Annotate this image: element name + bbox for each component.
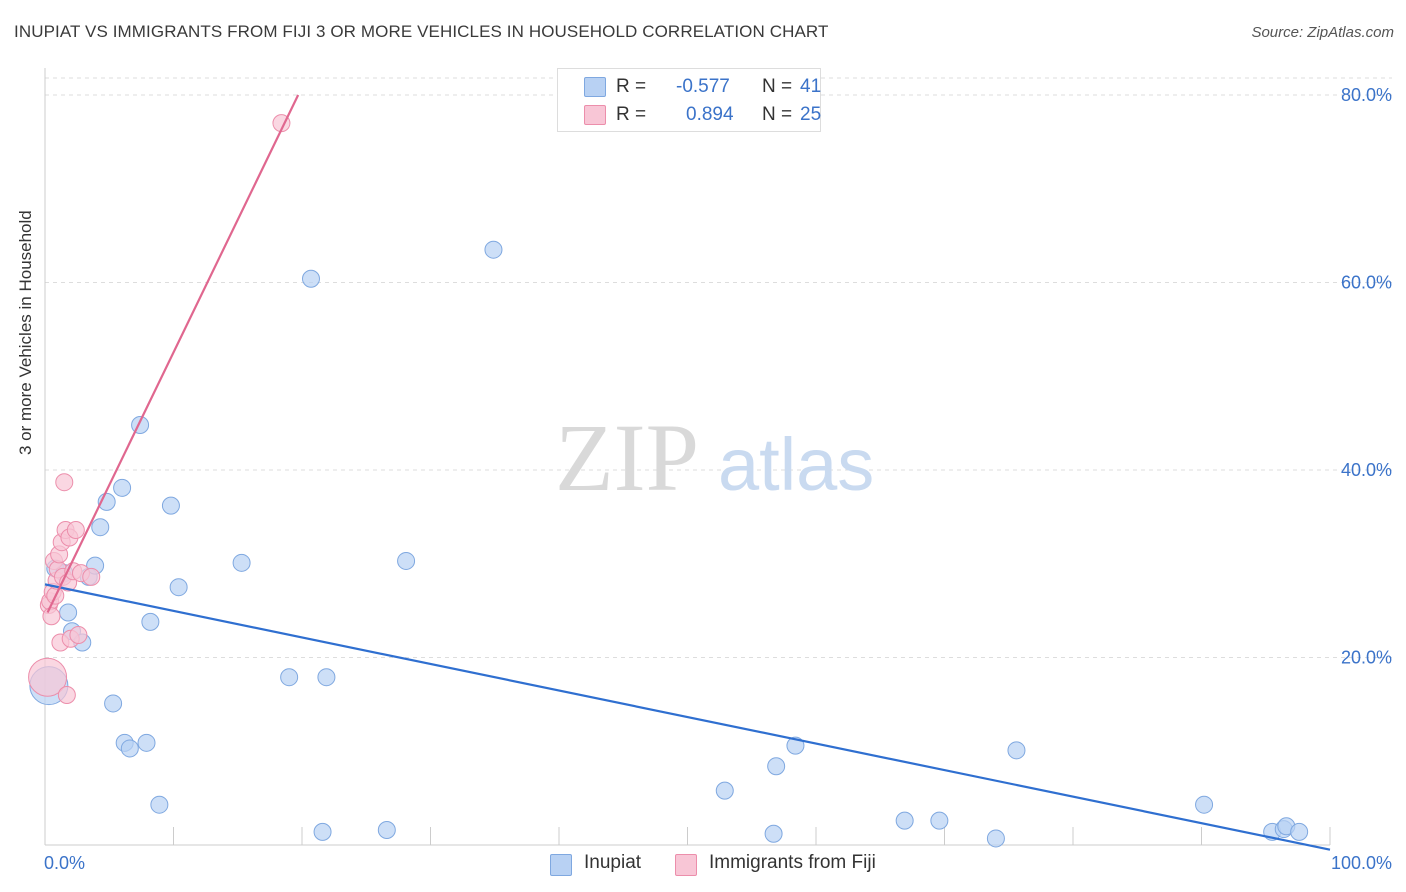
point-inupiat xyxy=(786,736,805,755)
point-fiji xyxy=(42,607,61,626)
point-inupiat xyxy=(232,553,251,572)
point-inupiat xyxy=(120,739,139,758)
point-fiji xyxy=(82,567,101,586)
x-tick-label-min: 0.0% xyxy=(44,853,85,873)
source-credit: Source: ZipAtlas.com xyxy=(1251,24,1394,41)
point-fiji xyxy=(28,657,68,697)
point-fiji xyxy=(57,686,76,704)
point-fiji xyxy=(69,626,88,644)
r-label: R = xyxy=(616,76,647,97)
legend-label: Inupiat xyxy=(584,852,642,873)
legend-swatch-fiji xyxy=(675,854,697,876)
tick-labels: 20.0% 40.0% 60.0% 80.0% 0.0% 100.0% xyxy=(44,85,1392,873)
point-inupiat xyxy=(930,811,949,830)
point-fiji xyxy=(55,473,74,492)
point-inupiat xyxy=(317,668,336,687)
r-value: 0.894 xyxy=(686,104,734,125)
point-inupiat xyxy=(137,733,156,752)
y-tick-label: 20.0% xyxy=(1341,648,1392,668)
point-inupiat xyxy=(1195,795,1214,814)
legend-swatch-inupiat xyxy=(550,854,572,876)
y-tick-label: 40.0% xyxy=(1341,460,1392,480)
point-inupiat xyxy=(301,269,320,288)
point-inupiat xyxy=(91,518,110,537)
stats-swatch-fiji xyxy=(584,105,606,125)
point-inupiat xyxy=(986,829,1005,848)
x-tick-label-max: 100.0% xyxy=(1331,853,1392,873)
r-label: R = xyxy=(616,104,647,125)
point-inupiat xyxy=(397,551,416,570)
point-inupiat xyxy=(150,795,169,814)
stats-swatch-inupiat xyxy=(584,77,606,97)
r-value: -0.577 xyxy=(676,76,730,97)
point-inupiat xyxy=(767,757,786,776)
point-inupiat xyxy=(313,822,332,841)
point-fiji xyxy=(66,521,85,539)
point-inupiat xyxy=(1007,741,1026,760)
n-label: N = xyxy=(762,76,793,97)
y-axis-label: 3 or more Vehicles in Household xyxy=(16,210,35,455)
trend-layer xyxy=(44,94,1331,851)
watermark-zip: ZIP xyxy=(555,404,699,511)
trend-line-inupiat xyxy=(44,583,1331,851)
point-inupiat xyxy=(161,496,180,515)
grid-layer xyxy=(45,77,1392,658)
point-inupiat xyxy=(764,824,783,843)
trend-line-fiji xyxy=(46,94,300,613)
point-inupiat xyxy=(169,578,188,597)
y-tick-label: 80.0% xyxy=(1341,85,1392,105)
stats-box: R = -0.577 N = 41 R = 0.894 N = 25 xyxy=(557,68,821,132)
point-inupiat xyxy=(895,811,914,830)
legend-label: Immigrants from Fiji xyxy=(709,852,876,873)
points-layer xyxy=(28,114,1309,848)
chart-title: INUPIAT VS IMMIGRANTS FROM FIJI 3 OR MOR… xyxy=(14,22,829,41)
n-label: N = xyxy=(762,104,793,125)
n-value: 41 xyxy=(800,76,822,97)
point-inupiat xyxy=(715,781,734,800)
point-inupiat xyxy=(1290,822,1309,841)
point-inupiat xyxy=(59,603,78,622)
point-inupiat xyxy=(141,612,160,631)
point-inupiat xyxy=(377,821,396,839)
point-inupiat xyxy=(484,240,503,259)
y-tick-label: 60.0% xyxy=(1341,273,1392,293)
axis-layer xyxy=(44,68,1331,846)
watermark-atlas: atlas xyxy=(718,423,874,506)
point-inupiat xyxy=(113,478,132,497)
watermark: ZIP atlas xyxy=(555,404,874,511)
point-inupiat xyxy=(104,694,123,713)
n-value: 25 xyxy=(800,104,822,125)
point-inupiat xyxy=(280,668,299,687)
